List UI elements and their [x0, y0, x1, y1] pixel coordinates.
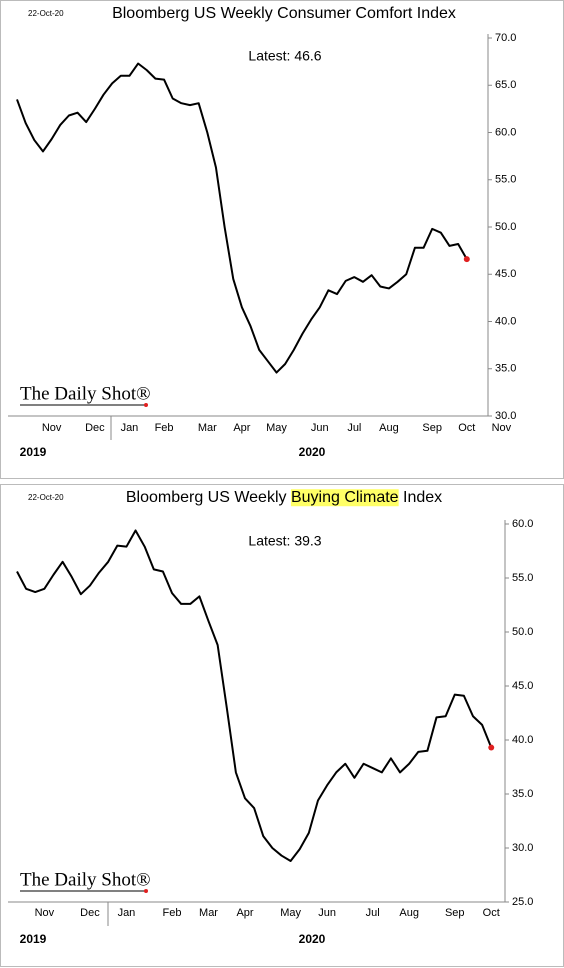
title-part: Buying Climate [291, 489, 399, 506]
x-tick-label: Feb [155, 422, 174, 434]
watermark-dot [144, 403, 148, 407]
title-highlight [290, 489, 399, 507]
watermark: The Daily Shot® [20, 869, 151, 890]
chart-title: Bloomberg US Weekly Consumer Comfort Ind… [112, 5, 456, 22]
year-label: 2020 [299, 445, 326, 459]
line [16, 529, 493, 862]
x-tick-label: Nov [42, 422, 62, 434]
y-tick-label: 40.0 [495, 315, 516, 327]
year-label: 2019 [20, 932, 47, 946]
y-tick-label: 35.0 [495, 363, 516, 375]
chart-title: Bloomberg US Weekly Buying Climate Index [126, 489, 442, 506]
annotation: Latest: 39.3 [248, 533, 321, 549]
y-tick-label: 35.0 [512, 788, 533, 800]
panel [0, 484, 564, 967]
annotation: Latest: 46.6 [248, 48, 321, 64]
panel [0, 0, 564, 479]
y-tick-label: 30.0 [512, 842, 533, 854]
y-tick-label: 60.0 [495, 126, 516, 138]
x-tick-label: Apr [233, 422, 250, 434]
line [16, 62, 468, 374]
x-tick-label: Mar [199, 907, 218, 919]
x-tick-label: Oct [458, 422, 475, 434]
last-point [488, 744, 495, 751]
y-tick-label: 60.0 [512, 518, 533, 530]
x-tick-label: Dec [80, 907, 100, 919]
y-tick-label: 55.0 [512, 572, 533, 584]
x-tick-label: Nov [492, 422, 512, 434]
x-tick-label: Sep [445, 907, 465, 919]
x-tick-label: Mar [198, 422, 217, 434]
date: 22-Oct-20 [28, 9, 64, 18]
y-tick-label: 70.0 [495, 32, 516, 44]
x-tick-label: Jul [366, 907, 380, 919]
y-tick-label: 30.0 [495, 410, 516, 422]
y-tick-label: 55.0 [495, 174, 516, 186]
x-tick-label: Jan [121, 422, 139, 434]
x-tick-label: Jul [347, 422, 361, 434]
x-tick-label: Oct [483, 907, 500, 919]
y-tick-label: 45.0 [512, 680, 533, 692]
x-tick-label: Apr [236, 907, 253, 919]
y-tick-label: 65.0 [495, 79, 516, 91]
x-tick-label: Sep [422, 422, 442, 434]
x-tick-label: May [266, 422, 287, 434]
y-tick-label: 40.0 [512, 734, 533, 746]
title-part: Bloomberg US Weekly [126, 489, 291, 506]
x-tick-label: Jun [318, 907, 336, 919]
title-part: Index [399, 489, 443, 506]
y-tick-label: 25.0 [512, 896, 533, 908]
x-tick-label: Dec [85, 422, 105, 434]
x-tick-label: Jan [118, 907, 136, 919]
year-label: 2020 [299, 932, 326, 946]
x-tick-label: Aug [399, 907, 419, 919]
watermark-dot [144, 889, 148, 893]
y-tick-label: 50.0 [495, 221, 516, 233]
x-tick-label: Feb [163, 907, 182, 919]
y-tick-label: 45.0 [495, 268, 516, 280]
year-label: 2019 [20, 445, 47, 459]
x-tick-label: May [280, 907, 301, 919]
x-tick-label: Nov [35, 907, 55, 919]
watermark: The Daily Shot® [20, 383, 151, 404]
x-tick-label: Jun [311, 422, 329, 434]
date: 22-Oct-20 [28, 493, 64, 502]
y-tick-label: 50.0 [512, 626, 533, 638]
last-point [463, 256, 470, 263]
x-tick-label: Aug [379, 422, 399, 434]
